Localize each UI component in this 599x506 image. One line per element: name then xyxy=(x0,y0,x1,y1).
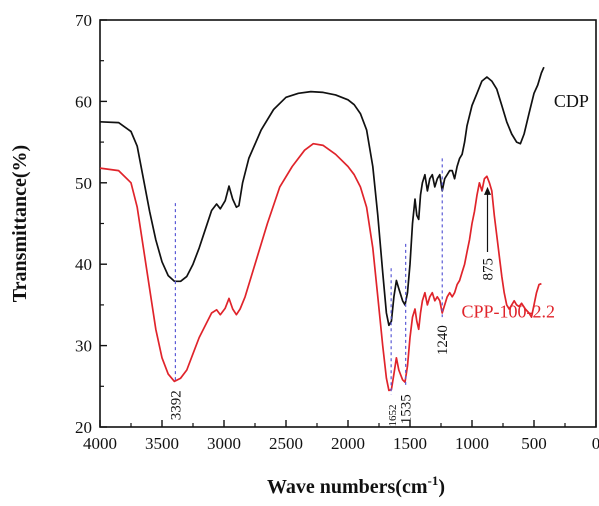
x-tick-label: 1500 xyxy=(393,434,427,453)
x-axis-title-superscript: -1 xyxy=(428,473,439,488)
y-tick-label: 20 xyxy=(75,418,92,437)
series-label-cpp: CPP-100-2.2 xyxy=(461,302,555,322)
y-tick-label: 60 xyxy=(75,92,92,111)
x-tick-label: 2000 xyxy=(331,434,365,453)
series-line-cdp xyxy=(99,66,545,327)
x-tick-label: 500 xyxy=(521,434,547,453)
y-tick-label: 70 xyxy=(75,11,92,30)
x-axis-title: Wave numbers(cm-1) xyxy=(267,473,445,498)
peak-label-1652: 1652 xyxy=(387,404,399,426)
arrow-head xyxy=(484,186,491,195)
x-axis-title-close: ) xyxy=(438,476,445,498)
x-tick-label: 4000 xyxy=(83,434,117,453)
peak-label-1240: 1240 xyxy=(435,325,451,355)
series-label-cdp: CDP xyxy=(554,91,589,111)
plot-frame xyxy=(99,19,597,428)
x-tick-label: 3500 xyxy=(145,434,179,453)
peak-label-1535: 1535 xyxy=(399,394,415,424)
peak-label-875: 875 xyxy=(481,258,497,281)
series-line-cpp xyxy=(99,142,542,392)
x-axis-title-main: Wave numbers(cm xyxy=(267,476,428,498)
x-tick-label: 3000 xyxy=(207,434,241,453)
peak-label-3392: 3392 xyxy=(168,390,184,420)
x-tick-label: 1000 xyxy=(455,434,489,453)
y-tick-label: 30 xyxy=(75,337,92,356)
x-tick-label: 2500 xyxy=(269,434,303,453)
x-tick-label: 0 xyxy=(592,434,599,453)
y-tick-label: 40 xyxy=(75,255,92,274)
y-axis-title: Transmittance(%) xyxy=(9,145,31,302)
y-tick-label: 50 xyxy=(75,174,92,193)
